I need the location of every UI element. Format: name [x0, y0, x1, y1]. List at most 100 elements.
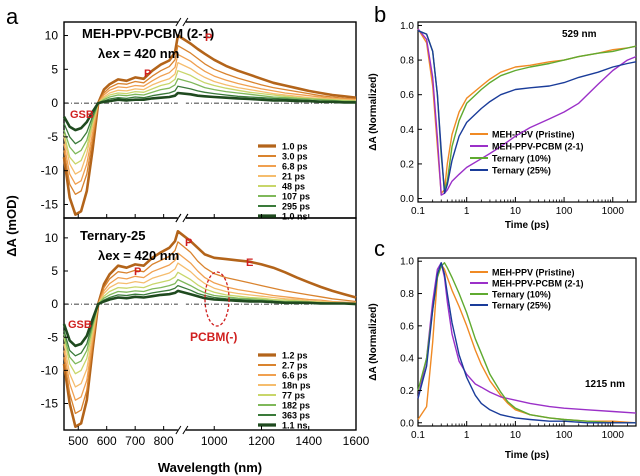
legend-label: MEH-PPV (Pristine)	[492, 130, 575, 140]
y-tick-label: 0	[51, 297, 58, 311]
plot-c: MEH-PPV (Pristine)MEH-PPV-PCBM (2-1)Tern…	[400, 257, 637, 441]
y-axis-label-c: ΔA (Normalized)	[368, 303, 379, 380]
x-tick-label: 100	[556, 206, 573, 217]
x-tick-label: 1	[464, 206, 470, 217]
series-line-2.7-ps	[63, 241, 357, 415]
x-tick-label: 1600	[343, 434, 370, 448]
series-line-21-ps	[63, 61, 357, 175]
axis-break-gap	[177, 217, 186, 431]
x-tick-label: 1000	[602, 206, 625, 217]
legend-label: MEH-PPV-PCBM (2-1)	[492, 142, 584, 152]
plot-frame-a-bottom	[63, 217, 357, 431]
probe-wavelength-b: 529 nm	[562, 29, 597, 40]
x-axis-label-b: Time (ps)	[505, 220, 549, 231]
y-tick-label: 5	[51, 62, 58, 76]
legend-label: 363 ps	[282, 411, 310, 421]
y-tick-label: 1.0	[400, 257, 414, 268]
x-tick-label: 100	[556, 430, 573, 441]
panel-label-a: a	[6, 4, 19, 29]
legend-label: 21 ps	[282, 172, 305, 182]
y-tick-label: 10	[45, 231, 59, 245]
x-tick-label: 10	[510, 206, 522, 217]
legend-label: 1.1 ns	[282, 421, 308, 431]
series-line-MEH-PPV-PCBM-2-1-	[417, 28, 637, 196]
legend-label: 1.0 ns	[282, 212, 308, 222]
annotation-gsb-bottom: GSB	[68, 319, 92, 331]
y-axis-label-a: ΔA (mOD)	[4, 195, 19, 257]
x-tick-label: 1000	[201, 434, 228, 448]
annotation-p-top-2: P	[205, 32, 212, 44]
series-line-6.8-ps	[63, 53, 357, 185]
legend-label: 3.0 ps	[282, 152, 308, 162]
y-tick-label: -5	[47, 330, 58, 344]
axis-break-mark	[182, 17, 189, 27]
x-tick-label: 700	[125, 434, 145, 448]
panel-label-c: c	[374, 236, 385, 261]
legend-label: 1.0 ps	[282, 142, 308, 152]
y-tick-label: 0.4	[400, 354, 414, 365]
legend-label: Ternary (10%)	[492, 154, 551, 164]
series-line-Ternary-10-	[417, 262, 636, 424]
y-tick-label: 0.6	[400, 321, 414, 332]
y-tick-label: -5	[47, 130, 58, 144]
axis-break-mark	[182, 213, 189, 223]
series-line-Ternary-25-	[417, 30, 637, 194]
annotation-pcbm-anion: PCBM(-)	[190, 330, 237, 344]
x-axis-label-a: Wavelength (nm)	[158, 460, 262, 475]
legend-label: MEH-PPV (Pristine)	[492, 268, 575, 278]
y-tick-label: -15	[41, 397, 59, 411]
series-line-77-ps	[63, 271, 357, 375]
plot-frame-c	[417, 257, 637, 427]
series-line-1.0-ns	[62, 91, 356, 132]
y-tick-label: 10	[45, 29, 59, 43]
axis-break-gap	[177, 21, 186, 219]
legend-label: 295 ps	[282, 202, 310, 212]
annotation-p-bottom-1: P	[134, 266, 141, 278]
y-tick-label: 0.8	[400, 56, 414, 67]
axis-break-mark	[182, 425, 189, 435]
y-tick-label: 0.2	[400, 386, 414, 397]
x-tick-label: 600	[97, 434, 117, 448]
series-line-1.1-ns	[62, 289, 357, 348]
pcbm-anion-ellipse	[204, 271, 230, 327]
x-tick-label: 1000	[602, 430, 625, 441]
y-tick-label: 1.0	[400, 21, 414, 32]
legend-label: 48 ps	[282, 182, 305, 192]
x-tick-label: 0.1	[411, 430, 425, 441]
plot-a-top-excitation: λex = 420 nm	[98, 46, 179, 61]
series-line-MEH-PPV-PCBM-2-1-	[417, 262, 637, 414]
legend-label: Ternary (10%)	[492, 290, 551, 300]
legend-label: 107 ps	[282, 192, 310, 202]
y-tick-label: -10	[41, 363, 59, 377]
panel-label-b: b	[374, 2, 386, 27]
x-tick-label: 800	[154, 434, 174, 448]
x-tick-label: 10	[510, 430, 522, 441]
series-line-1.0-ps	[62, 34, 357, 216]
annotation-p-top-1: P	[144, 68, 151, 80]
y-tick-label: 0.0	[400, 194, 414, 205]
plot-a-bottom-excitation: λex = 420 nm	[98, 248, 179, 263]
x-tick-label: 1200	[248, 434, 275, 448]
plot-a-top-title: MEH-PPV-PCBM (2-1)	[82, 26, 214, 41]
legend-label: 18n ps	[282, 381, 311, 391]
plot-b: MEH-PPV (Pristine) MEH-PPV-PCBM (2-1) Tern…	[400, 21, 637, 217]
x-tick-label: 1400	[295, 434, 322, 448]
plot-frame-b	[417, 21, 637, 203]
y-axis-label-b: ΔA (Normalized)	[368, 73, 379, 150]
y-tick-label: 0.0	[400, 418, 414, 429]
y-tick-label: -15	[41, 197, 59, 211]
x-tick-label: 0.1	[411, 206, 425, 217]
y-tick-label: 0.8	[400, 289, 414, 300]
y-tick-label: 0.2	[400, 159, 414, 170]
legend-label: 182 ps	[282, 401, 310, 411]
legend-label: 6.6 ps	[282, 371, 308, 381]
y-tick-label: 0	[51, 96, 58, 110]
annotation-p-bottom-2: P	[185, 237, 192, 249]
x-axis-label-c: Time (ps)	[505, 450, 549, 461]
series-line-Ternary-25-	[417, 262, 636, 424]
annotation-e-bottom: E	[246, 257, 253, 269]
probe-wavelength-c: 1215 nm	[585, 379, 625, 390]
axis-break-mark	[175, 213, 182, 223]
